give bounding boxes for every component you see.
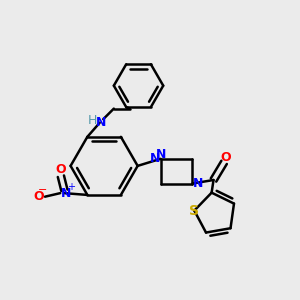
- Text: N: N: [193, 177, 203, 190]
- Text: O: O: [56, 164, 66, 176]
- Text: N: N: [150, 152, 160, 165]
- Text: O: O: [220, 151, 231, 164]
- Text: +: +: [67, 182, 75, 192]
- Text: −: −: [38, 185, 48, 195]
- Text: O: O: [33, 190, 44, 203]
- Text: N: N: [155, 148, 166, 161]
- Text: N: N: [96, 116, 107, 129]
- Text: N: N: [61, 187, 71, 200]
- Text: S: S: [189, 204, 199, 218]
- Text: H: H: [87, 115, 97, 128]
